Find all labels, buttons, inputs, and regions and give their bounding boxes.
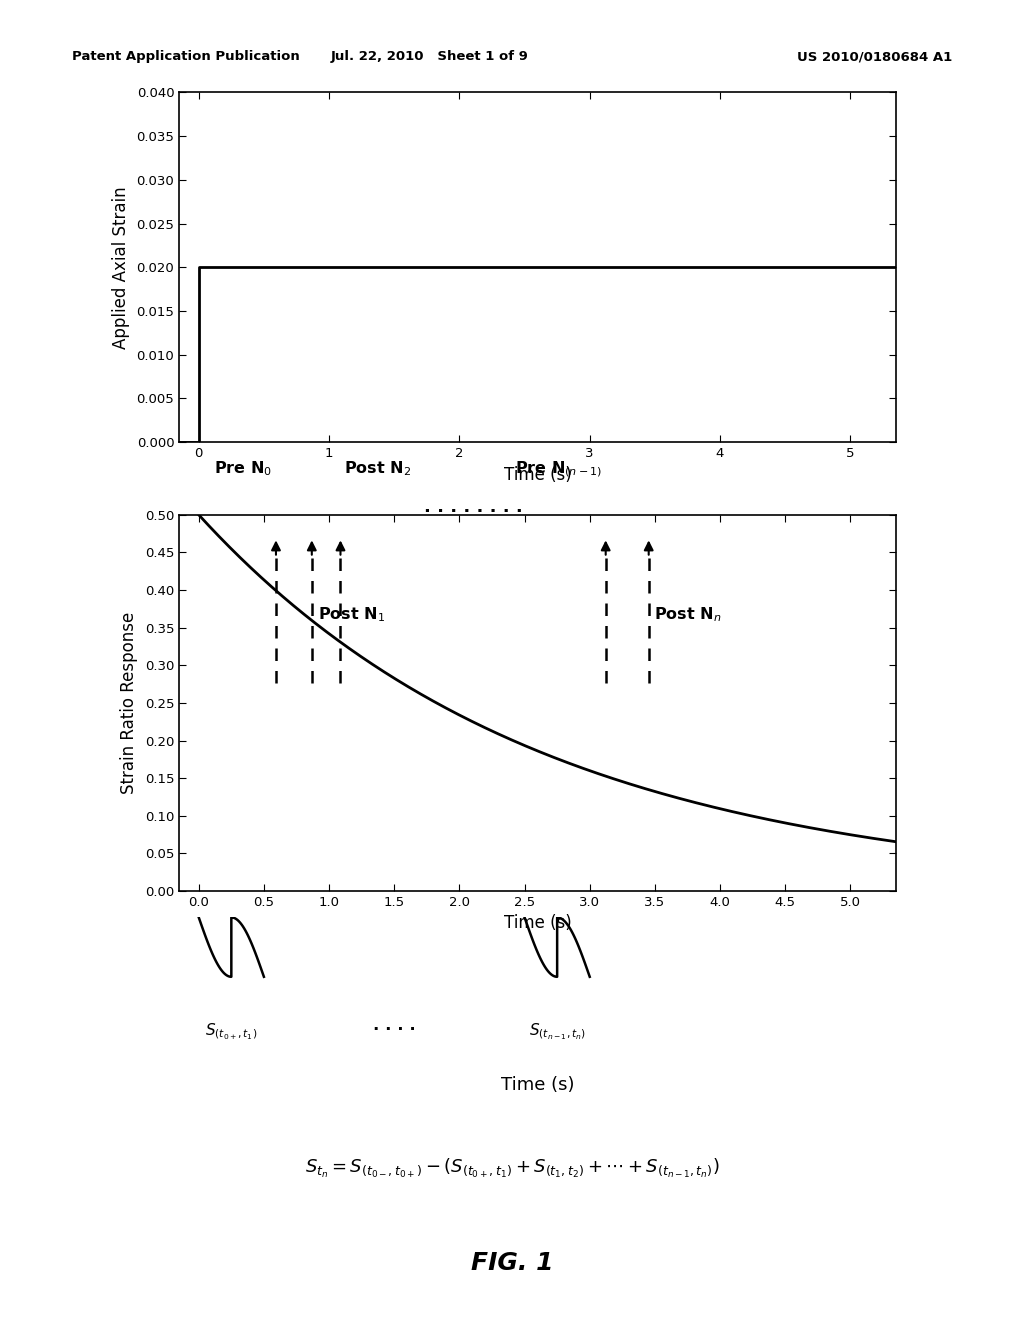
Text: FIG. 1: FIG. 1 [471,1251,553,1275]
Text: Post N$_1$: Post N$_1$ [317,605,385,624]
X-axis label: Time (s): Time (s) [504,915,571,932]
Text: Jul. 22, 2010   Sheet 1 of 9: Jul. 22, 2010 Sheet 1 of 9 [331,50,529,63]
Text: Pre N$_{(n-1)}$: Pre N$_{(n-1)}$ [515,459,602,479]
Text: Post N$_n$: Post N$_n$ [654,605,722,624]
Text: Post N$_2$: Post N$_2$ [344,459,411,478]
Text: $S_{(t_{0+},t_1)}$: $S_{(t_{0+},t_1)}$ [205,1022,257,1041]
Y-axis label: Strain Ratio Response: Strain Ratio Response [120,611,138,795]
Text: Patent Application Publication: Patent Application Publication [72,50,299,63]
Text: · · · ·: · · · · [373,1022,416,1039]
Text: $S_{(t_{n-1},t_n)}$: $S_{(t_{n-1},t_n)}$ [528,1022,586,1041]
Text: · · · · · · · ·: · · · · · · · · [424,503,522,521]
Text: US 2010/0180684 A1: US 2010/0180684 A1 [797,50,952,63]
Text: Time (s): Time (s) [501,1076,574,1094]
Y-axis label: Applied Axial Strain: Applied Axial Strain [112,186,129,348]
Text: $S_{t_n} = S_{(t_{0-},t_{0+})} - (S_{(t_{0+},t_1)} + S_{(t_1,t_2)} + \cdots + S_: $S_{t_n} = S_{(t_{0-},t_{0+})} - (S_{(t_… [304,1156,720,1180]
X-axis label: Time (s): Time (s) [504,466,571,483]
Text: Pre N$_0$: Pre N$_0$ [214,459,272,478]
